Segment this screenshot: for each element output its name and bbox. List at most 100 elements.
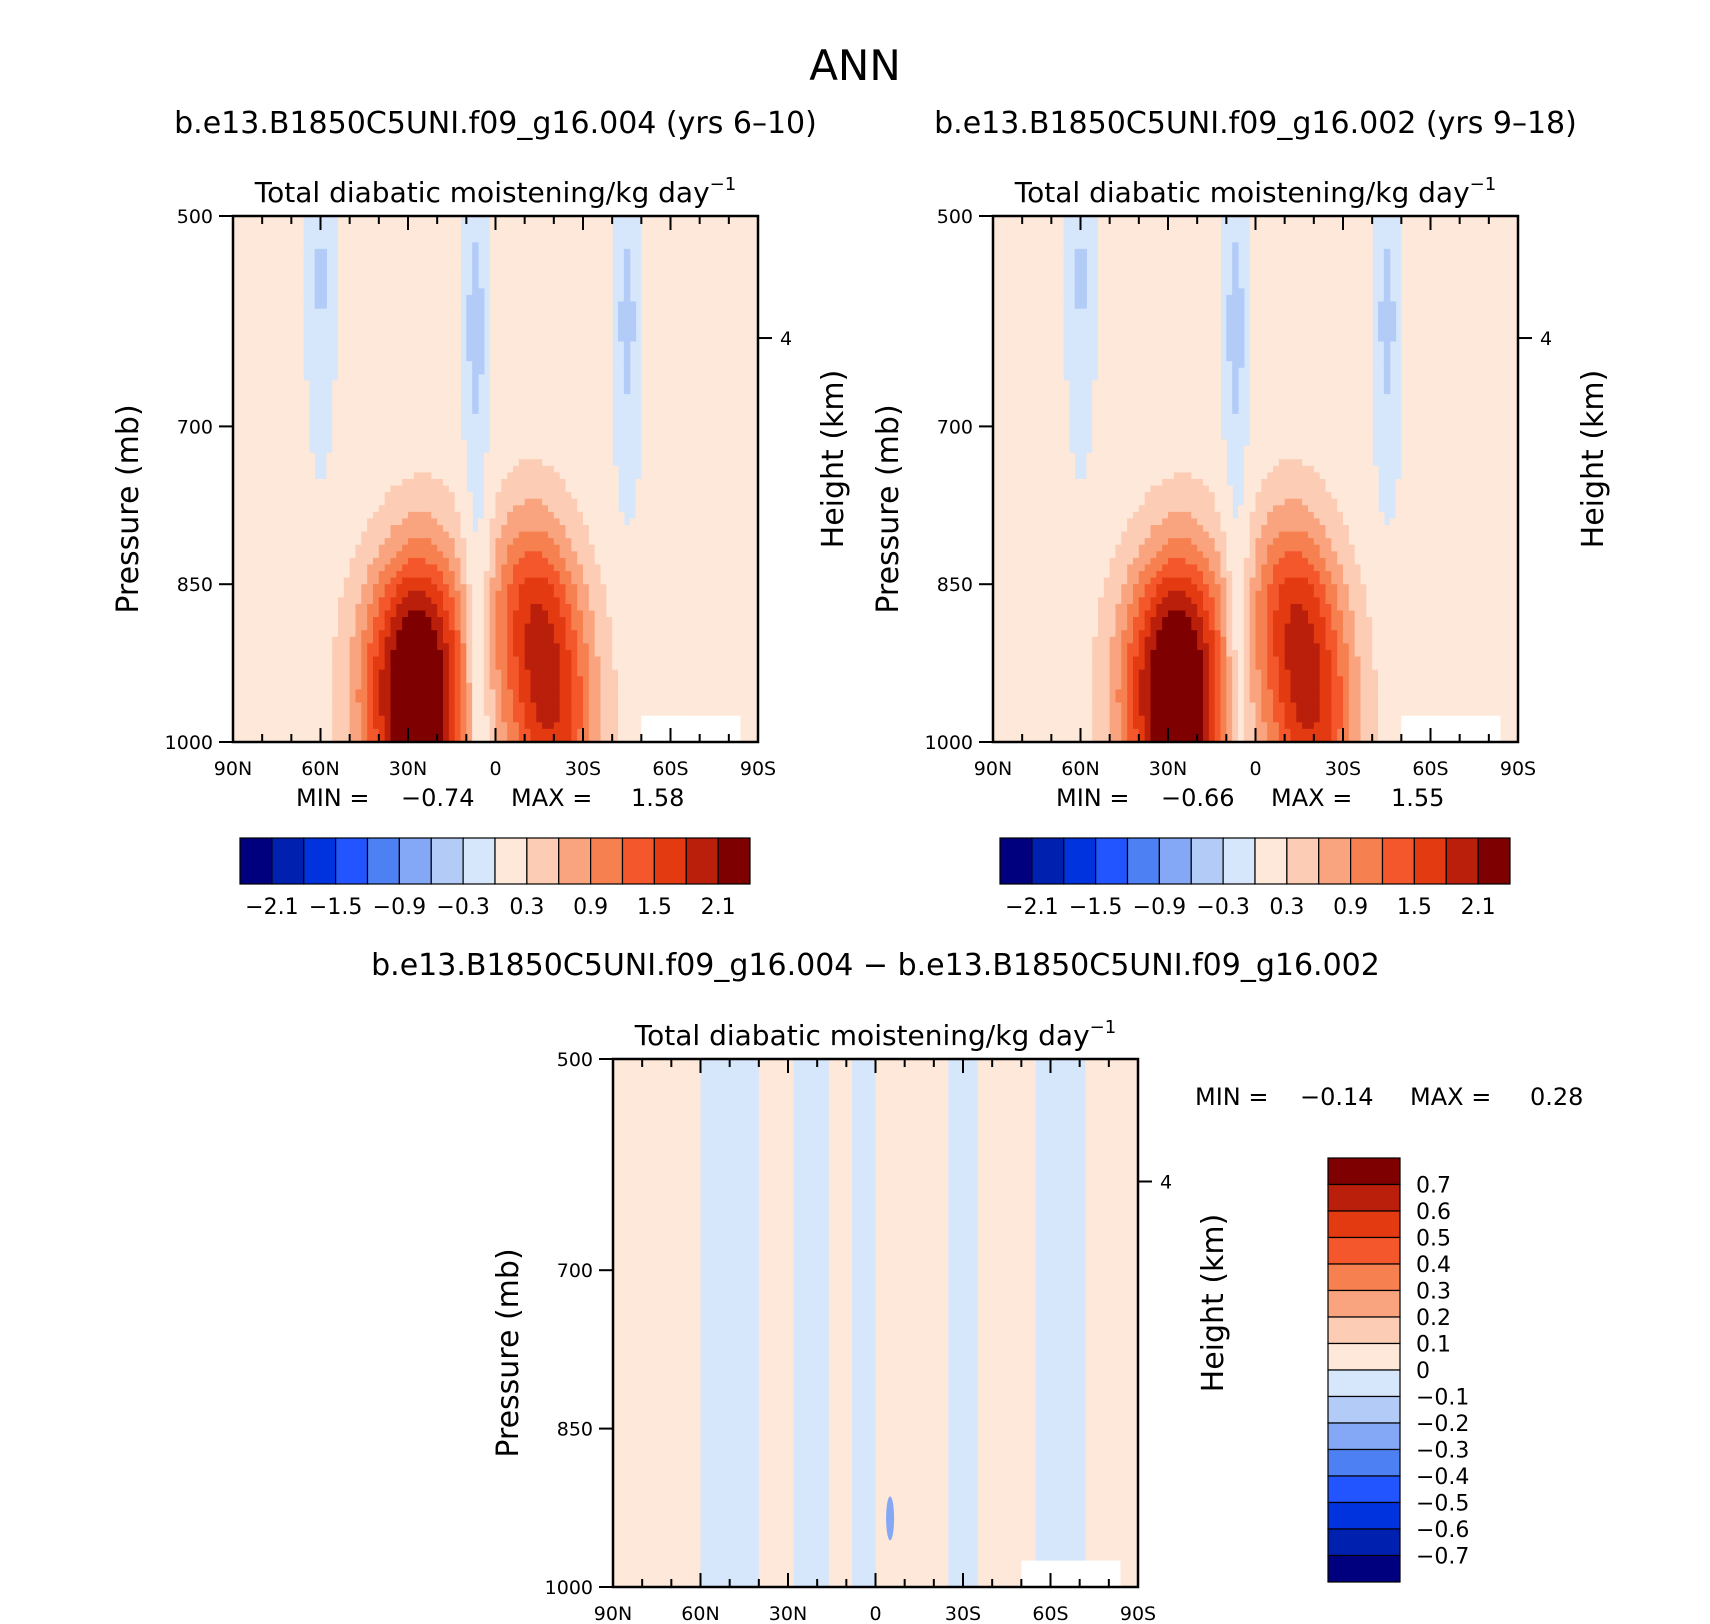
field-cell [273,393,281,401]
field-cell [612,695,619,704]
field-cell [571,235,578,243]
field-cell [349,354,357,362]
field-cell [297,663,304,671]
field-cell [250,505,257,513]
field-cell [489,242,497,250]
field-cell [349,551,357,559]
field-cell [332,682,339,690]
field-cell [268,603,275,612]
field-cell [513,735,520,742]
field-cell [431,426,438,434]
field-cell [513,373,520,381]
field-cell [600,577,607,585]
field-cell [466,308,473,316]
field-cell [577,294,584,303]
field-cell [238,248,246,257]
field-cell [343,294,351,303]
field-cell [513,393,520,401]
field-cell [495,735,502,742]
field-cell [548,479,555,487]
field-cell [530,525,537,533]
field-cell [390,439,397,447]
field-cell [326,571,333,579]
field-cell [413,715,421,723]
field-cell [256,557,263,566]
field-cell [507,248,514,257]
field-cell [396,498,403,506]
field-cell [536,321,543,329]
field-cell [396,294,403,303]
field-cell [448,301,456,309]
field-cell [297,564,304,572]
field-cell [285,715,292,723]
field-cell [594,380,602,388]
field-cell [256,360,263,368]
field-cell [448,709,456,717]
field-cell [495,446,502,454]
field-cell [378,308,386,316]
field-cell [244,630,252,638]
field-cell [320,656,327,664]
field-cell [390,709,397,717]
field-cell [466,301,473,309]
field-cell [338,630,345,638]
field-cell [606,498,613,506]
field-cell [478,630,485,638]
field-cell [524,584,532,592]
field-cell [431,531,438,539]
field-cell [618,597,625,605]
field-cell [431,275,438,283]
field-cell [431,432,438,441]
field-cell [396,610,403,618]
field-cell [408,222,415,230]
field-cell [588,617,596,625]
field-cell [279,505,287,513]
field-cell [413,479,421,487]
field-cell [583,400,590,408]
field-cell [548,643,555,651]
field-cell [349,663,357,671]
field-cell [583,459,590,467]
field-cell [291,630,298,638]
field-cell [262,229,269,237]
field-cell [244,643,252,651]
field-cell [600,584,607,592]
field-cell [507,216,514,224]
field-cell [233,452,240,460]
field-cell [437,551,444,559]
field-cell [553,551,561,559]
field-cell [343,728,351,737]
field-cell [553,649,561,658]
field-cell [542,446,549,454]
field-cell [565,722,572,730]
field-cell [279,262,287,270]
field-cell [419,682,427,690]
field-cell [303,623,310,631]
field-cell [390,301,397,309]
field-cell [279,255,287,263]
field-cell [565,400,572,408]
field-cell [349,735,357,742]
field-cell [297,518,304,526]
field-cell [268,564,275,572]
field-cell [559,334,567,342]
field-cell [565,551,572,559]
field-cell [559,216,567,224]
field-cell [384,623,392,631]
field-cell [600,255,607,263]
field-cell [542,728,549,737]
field-cell [425,301,432,309]
field-cell [565,636,572,644]
field-cell [606,255,613,263]
field-cell [308,682,316,690]
field-cell [285,373,292,381]
field-cell [518,393,526,401]
field-cell [361,465,368,474]
field-cell [431,327,438,335]
field-cell [244,689,252,697]
field-cell [355,229,362,237]
field-cell [623,577,631,585]
field-cell [542,722,549,730]
field-cell [472,275,479,283]
field-cell [524,623,532,631]
